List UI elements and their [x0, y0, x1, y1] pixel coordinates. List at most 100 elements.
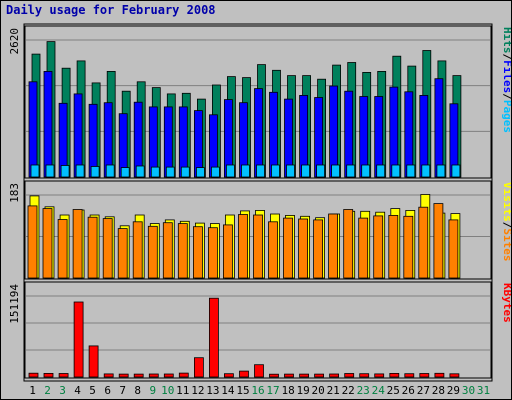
visits-sites-bar-sites-day-29: [448, 219, 459, 279]
hits-files-pages-ymax-label: 2620: [8, 28, 21, 55]
x-tick-label: 9: [149, 384, 156, 397]
kbytes-bar-kbytes-day-10: [163, 373, 174, 378]
visits-sites-bar-sites-day-7: [117, 228, 128, 279]
hits-files-pages-bar-pages-day-4: [75, 164, 85, 178]
kbytes-bar-kbytes-day-5: [88, 345, 99, 378]
visits-sites-bar-sites-day-16: [253, 214, 263, 279]
hits-files-pages-legend-hits: Hits: [501, 27, 511, 54]
visits-sites-bar-sites-day-25: [388, 214, 399, 279]
hits-files-pages-bar-files-day-16: [254, 88, 263, 178]
hits-files-pages-bar-pages-day-2: [45, 164, 55, 178]
hits-files-pages-bar-pages-day-5: [90, 166, 100, 178]
kbytes-bar-kbytes-day-18: [284, 373, 294, 378]
x-tick-label: 31: [477, 384, 490, 397]
visits-sites-bar-sites-day-1: [27, 205, 38, 279]
x-tick-label: 2: [44, 384, 51, 397]
visits-sites-bar-sites-day-4: [72, 209, 83, 279]
visits-sites-bar-sites-day-12: [192, 226, 203, 279]
hits-files-pages-bar-pages-day-26: [406, 164, 416, 178]
hits-files-pages-bar-files-day-11: [178, 106, 188, 178]
hits-files-pages-bar-pages-day-15: [241, 164, 250, 178]
visits-sites-bar-sites-day-20: [313, 219, 324, 279]
x-tick-label: 18: [281, 384, 294, 397]
visits-sites-bar-sites-day-23: [358, 217, 369, 279]
kbytes-bar-kbytes-day-13: [208, 297, 219, 378]
x-tick-label: 25: [387, 384, 400, 397]
visits-sites-bar-sites-day-6: [102, 218, 113, 279]
x-tick-label: 28: [432, 384, 445, 397]
x-tick-label: 19: [296, 384, 309, 397]
kbytes-bar-kbytes-day-29: [449, 373, 460, 378]
x-tick-label: 10: [161, 384, 174, 397]
x-tick-label: 8: [134, 384, 141, 397]
hits-files-pages-bar-pages-day-3: [60, 165, 70, 178]
kbytes-bar-kbytes-day-6: [103, 373, 114, 378]
hits-files-pages-bar-pages-day-18: [286, 164, 295, 178]
kbytes-bar-kbytes-day-20: [314, 373, 325, 378]
kbytes-bar-kbytes-day-25: [389, 372, 400, 378]
hits-files-pages-bar-pages-day-24: [376, 164, 386, 178]
visits-sites-bar-sites-day-2: [42, 208, 53, 279]
hits-files-pages-bar-pages-day-21: [331, 164, 341, 178]
kbytes-bar-kbytes-day-26: [404, 373, 415, 378]
chart-title: Daily usage for February 2008: [6, 3, 216, 17]
visits-sites-bar-sites-day-18: [283, 217, 293, 279]
x-tick-label: 22: [342, 384, 355, 397]
kbytes-bar-kbytes-day-22: [344, 373, 355, 378]
hits-files-pages-bar-pages-day-19: [301, 164, 311, 178]
hits-files-pages-bar-files-day-21: [329, 85, 339, 178]
hits-files-pages-side-legend: Hits/Files/Pages: [501, 27, 511, 133]
hits-files-pages-bar-files-day-12: [193, 110, 203, 178]
visits-sites-bar-sites-day-10: [162, 222, 173, 279]
kbytes-bar-kbytes-day-24: [374, 373, 385, 378]
hits-files-pages-bar-pages-day-16: [256, 164, 265, 178]
x-tick-label: 13: [206, 384, 219, 397]
visits-sites-bar-sites-day-3: [57, 219, 68, 279]
x-tick-label: 4: [74, 384, 81, 397]
kbytes-bar-kbytes-day-4: [73, 301, 84, 378]
x-tick-label: 6: [104, 384, 111, 397]
hits-files-pages-bar-files-day-25: [389, 86, 399, 178]
hits-files-pages-bar-files-day-28: [434, 78, 444, 178]
x-tick-label: 29: [447, 384, 460, 397]
kbytes-panel: [24, 281, 492, 379]
visits-sites-bar-sites-day-22: [343, 209, 354, 279]
kbytes-bar-kbytes-day-9: [148, 373, 159, 378]
visits-sites-legend-sites: Sites: [501, 228, 511, 261]
visits-sites-bar-sites-day-11: [177, 223, 188, 279]
x-tick-label: 30: [462, 384, 475, 397]
visits-sites-ymax-label: 183: [8, 183, 21, 203]
visits-sites-bar-sites-day-26: [403, 215, 414, 279]
hits-files-pages-bar-files-day-1: [28, 81, 38, 178]
visits-sites-bar-sites-day-24: [373, 215, 384, 279]
x-tick-label: 5: [89, 384, 96, 397]
visits-sites-bar-sites-day-21: [328, 213, 339, 279]
visits-sites-bar-sites-day-8: [132, 221, 143, 279]
x-tick-label: 21: [327, 384, 340, 397]
hits-files-pages-bar-pages-day-23: [361, 164, 371, 178]
x-tick-label: 27: [417, 384, 430, 397]
hits-files-pages-legend-pages: Pages: [501, 100, 511, 133]
x-tick-label: 7: [119, 384, 126, 397]
visits-sites-bar-sites-day-27: [418, 206, 429, 279]
hits-files-pages-bar-pages-day-17: [271, 164, 280, 178]
hits-files-pages-bar-pages-day-11: [180, 166, 190, 178]
x-tick-label: 11: [176, 384, 189, 397]
visits-sites-legend-visits: Visits: [501, 182, 511, 222]
hits-files-pages-bar-files-day-22: [344, 90, 354, 178]
kbytes-bar-kbytes-day-28: [434, 372, 445, 378]
x-tick-label: 26: [402, 384, 415, 397]
hits-files-pages-bar-pages-day-14: [225, 164, 235, 178]
hits-files-pages-legend-files: Files: [501, 60, 511, 93]
kbytes-bar-kbytes-day-2: [43, 372, 54, 378]
kbytes-bar-kbytes-day-27: [419, 373, 430, 378]
hits-files-pages-bar-pages-day-25: [391, 164, 401, 178]
kbytes-bar-kbytes-day-15: [239, 370, 249, 378]
visits-sites-bar-sites-day-17: [268, 221, 278, 279]
x-tick-label: 23: [357, 384, 370, 397]
visits-sites-bar-sites-day-9: [147, 225, 158, 279]
hits-files-pages-bar-files-day-2: [43, 71, 53, 178]
hits-files-pages-bar-pages-day-12: [195, 167, 205, 178]
x-tick-label: 1: [29, 384, 36, 397]
